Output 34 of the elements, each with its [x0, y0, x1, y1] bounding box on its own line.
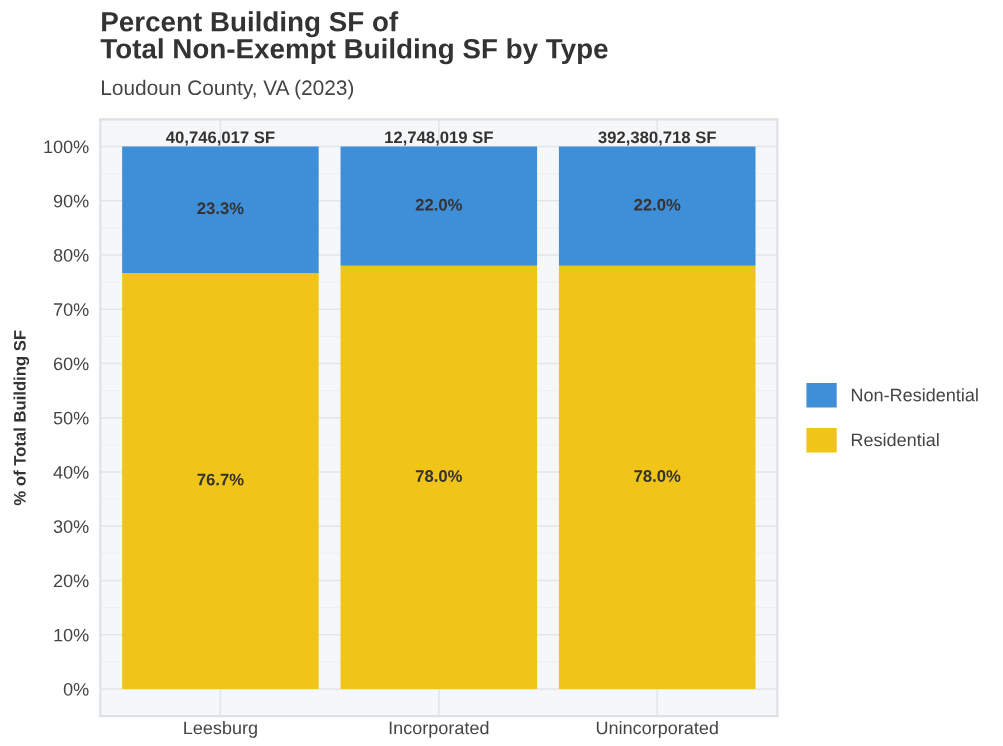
y-tick-label: 90%: [53, 194, 89, 208]
bar: [558, 265, 756, 690]
y-tick-label: 0%: [63, 682, 89, 696]
x-tick-label: Incorporated: [389, 721, 489, 738]
chart-subtitle: Loudoun County, VA (2023): [102, 79, 354, 100]
data-label: 78.0%: [634, 470, 681, 482]
y-tick-label: 20%: [53, 574, 89, 588]
chart-title: Percent Building SF of Total Non-Exempt Building SF by Type: [100, 11, 608, 65]
bar: [558, 146, 756, 266]
y-tick-label: 60%: [53, 357, 89, 371]
legend-label: Residential: [851, 433, 939, 447]
y-tick-label: 10%: [54, 628, 89, 642]
bar: [340, 265, 538, 690]
legend-label: Non-Residential: [851, 388, 978, 402]
y-tick-label: 80%: [53, 248, 89, 262]
annotation: 392,380,718 SF: [598, 131, 716, 146]
bar: [340, 146, 538, 266]
y-tick-label: 30%: [53, 520, 89, 533]
data-label: 23.3%: [197, 202, 244, 215]
y-tick-label: 100%: [44, 140, 89, 154]
x-tick-label: Unincorporated: [596, 721, 718, 738]
annotation: 12,748,019 SF: [385, 131, 493, 146]
data-label: 22.0%: [634, 198, 681, 211]
x-tick-label: Leesburg: [184, 721, 257, 738]
annotation: 40,746,017 SF: [166, 131, 275, 146]
bar: [122, 272, 319, 690]
data-label: 22.0%: [415, 198, 462, 211]
y-tick-label: 70%: [53, 303, 89, 316]
y-tick-label: 50%: [53, 411, 89, 425]
data-label: 76.7%: [197, 473, 244, 486]
bar: [122, 146, 319, 273]
data-label: 78.0%: [415, 470, 462, 482]
y-tick-label: 40%: [53, 465, 89, 479]
y-axis-title: % of Total Building SF: [13, 330, 30, 506]
